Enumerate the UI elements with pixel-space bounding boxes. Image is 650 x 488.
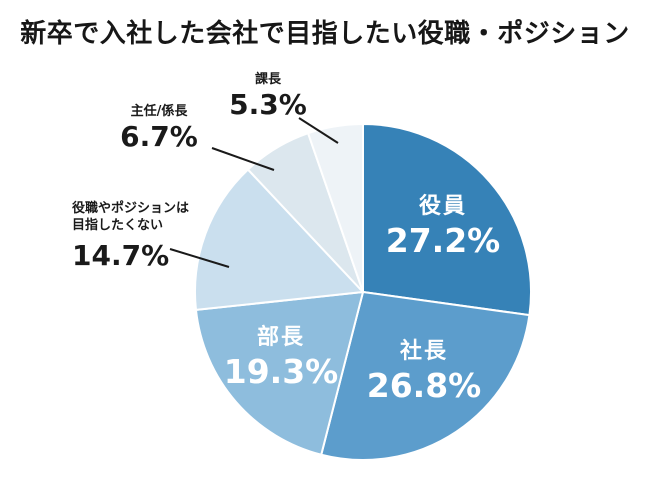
pie-slice-4 (194, 168, 364, 311)
leader-lines (169, 117, 339, 268)
pie-slices (194, 123, 532, 461)
chart-title: 新卒で入社した会社で目指したい役職・ポジション (20, 19, 630, 49)
leader-line-shunin-kakaricho (211, 147, 275, 171)
leader-line-no-position (169, 248, 230, 268)
pie-slice-6 (307, 123, 364, 293)
pie-slice-1 (362, 123, 532, 317)
pie-slice-3 (194, 291, 364, 456)
pie-slice-2 (320, 291, 531, 461)
leader-line-kacho (298, 117, 339, 144)
